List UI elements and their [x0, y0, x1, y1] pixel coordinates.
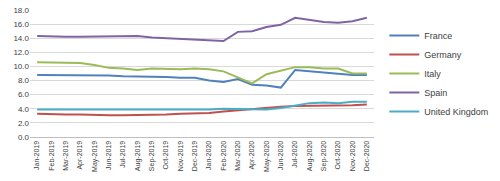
svg-text:14.0: 14.0: [13, 34, 29, 43]
svg-text:10.0: 10.0: [13, 62, 29, 71]
svg-text:France: France: [424, 31, 452, 41]
svg-text:Apr-2019: Apr-2019: [76, 141, 84, 170]
svg-text:Jun-2020: Jun-2020: [277, 141, 284, 170]
svg-text:Oct-2019: Oct-2019: [162, 141, 169, 170]
svg-text:Sep-2019: Sep-2019: [148, 141, 156, 171]
svg-text:0.0: 0.0: [18, 133, 30, 142]
svg-text:Feb-2019: Feb-2019: [48, 141, 55, 171]
svg-text:Jul-2019: Jul-2019: [119, 141, 126, 168]
svg-text:Nov-2020: Nov-2020: [349, 141, 356, 171]
svg-text:Oct-2020: Oct-2020: [334, 141, 341, 170]
svg-text:Apr-2020: Apr-2020: [248, 141, 256, 170]
svg-text:4.0: 4.0: [18, 105, 30, 114]
svg-text:Mar-2020: Mar-2020: [234, 141, 241, 171]
svg-text:United Kingdom: United Kingdom: [424, 107, 488, 117]
svg-text:Aug-2019: Aug-2019: [134, 141, 142, 171]
svg-text:16.0: 16.0: [13, 20, 29, 29]
svg-text:Feb-2020: Feb-2020: [220, 141, 227, 171]
svg-text:Dec-2019: Dec-2019: [191, 141, 198, 171]
svg-text:Jan-2019: Jan-2019: [33, 141, 40, 170]
svg-text:Jan-2020: Jan-2020: [205, 141, 212, 170]
svg-text:12.0: 12.0: [13, 48, 29, 57]
svg-text:8.0: 8.0: [18, 76, 30, 85]
svg-text:6.0: 6.0: [18, 90, 30, 99]
svg-text:18.0: 18.0: [13, 6, 29, 15]
svg-text:Jun-2019: Jun-2019: [105, 141, 112, 170]
svg-text:Dec-2020: Dec-2020: [363, 141, 370, 171]
svg-text:Jul-2020: Jul-2020: [291, 141, 298, 168]
svg-text:Spain: Spain: [424, 88, 447, 98]
svg-text:May-2020: May-2020: [263, 141, 271, 172]
svg-text:Germany: Germany: [424, 50, 462, 60]
svg-text:May-2019: May-2019: [91, 141, 99, 172]
svg-text:Nov-2019: Nov-2019: [177, 141, 184, 171]
svg-text:Mar-2019: Mar-2019: [62, 141, 69, 171]
svg-text:2.0: 2.0: [18, 119, 30, 128]
svg-text:Aug-2020: Aug-2020: [306, 141, 314, 171]
svg-text:Sep-2020: Sep-2020: [320, 141, 328, 171]
svg-text:Italy: Italy: [424, 69, 441, 79]
